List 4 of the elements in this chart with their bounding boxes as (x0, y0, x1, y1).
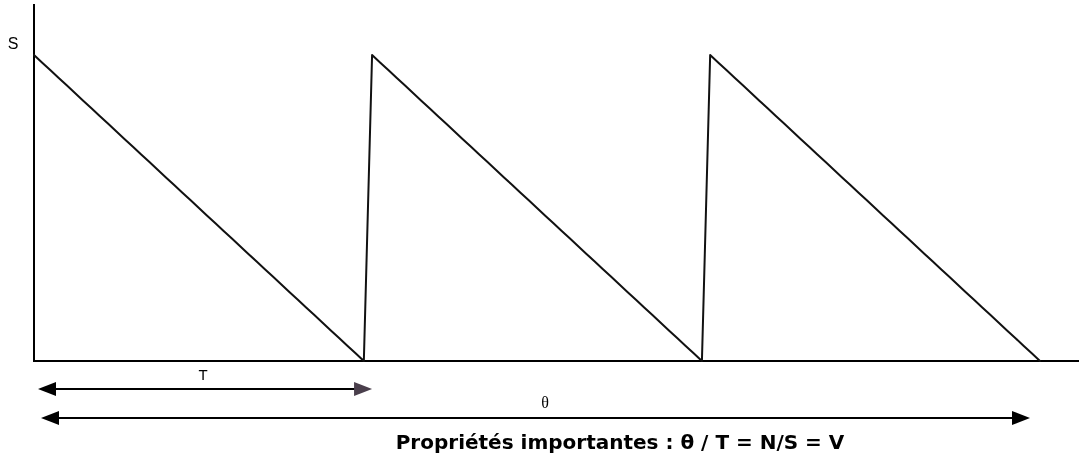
text: Propriétés importantes : θ / T = N/S = V (395, 430, 845, 454)
text: θ (541, 394, 549, 411)
y-axis-title: S (7, 35, 19, 52)
text: T (198, 366, 208, 383)
